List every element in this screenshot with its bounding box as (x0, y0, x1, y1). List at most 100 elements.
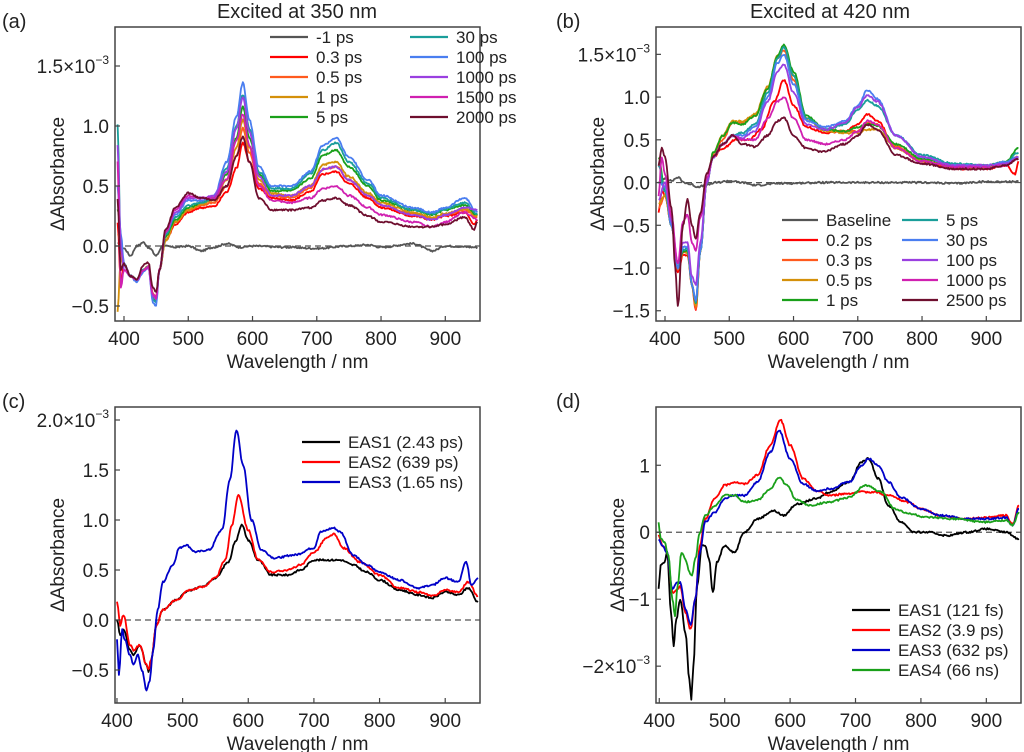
panel-a: (a) Excited at 350 nm 400 500 600 700 800 900 Wa… (2, 1, 517, 373)
legend-label: -1 ps (316, 28, 354, 47)
x-axis-title: Wavelength / nm (768, 352, 910, 373)
series-group (657, 418, 1020, 701)
x-tick-label: 400 (649, 329, 681, 350)
y-axis-title: ΔAbsorbance (588, 117, 609, 231)
x-tick-label: 500 (172, 329, 204, 350)
legend-label: 1000 ps (456, 68, 517, 87)
y-tick-label: 1.5×10−3 (37, 53, 110, 78)
legend-label: 100 ps (946, 251, 997, 270)
panel-label-b: (b) (556, 11, 580, 33)
y-axis-title: ΔAbsorbance (48, 117, 69, 231)
panel-title-b: Excited at 420 nm (750, 1, 910, 23)
y-tick-label: −1 (628, 590, 650, 611)
legend-label: 1 ps (316, 88, 348, 107)
legend-label: 0.5 ps (826, 271, 872, 290)
legend-label: 1 ps (826, 291, 858, 310)
y-tick-label: 1.0 (83, 511, 109, 532)
x-tick-label: 600 (778, 329, 810, 350)
series-line-0-3-ps (116, 141, 479, 301)
series-line-100-ps (116, 81, 479, 307)
series-line-eas2-639-ps- (116, 494, 479, 671)
y-tick-label: 2.0×10−3 (37, 407, 110, 432)
series-line-baseline (657, 176, 1019, 189)
legend-label: 0.2 ps (826, 231, 872, 250)
y-axis-title: ΔAbsorbance (608, 498, 629, 612)
series-line-30-ps (116, 94, 478, 304)
series-group (116, 429, 479, 692)
series-group (116, 81, 479, 312)
x-axis-title: Wavelength / nm (227, 352, 369, 373)
legend-label: EAS3 (632 ps) (898, 641, 1009, 660)
legend-label: EAS2 (639 ps) (348, 453, 459, 472)
plot-frame (114, 26, 481, 322)
legend-label: 0.3 ps (316, 48, 362, 67)
series-line-5-ps (116, 105, 479, 302)
legend-label: 1000 ps (946, 271, 1007, 290)
x-tick-label: 400 (643, 711, 675, 732)
x-tick-label: 700 (840, 711, 872, 732)
series-line-2000-ps (116, 135, 479, 293)
y-tick-label: 0.0 (83, 611, 109, 632)
y-tick-label: 1.5 (83, 461, 109, 482)
x-tick-label: 900 (970, 711, 1002, 732)
legend-label: EAS3 (1.65 ns) (348, 473, 463, 492)
legend-label: 1500 ps (456, 88, 517, 107)
legend-label: 2500 ps (946, 291, 1007, 310)
panel-label-c: (c) (2, 391, 25, 413)
series-line-1000-ps (116, 96, 478, 301)
x-tick-label: 600 (237, 329, 269, 350)
panel-b: (b) Excited at 420 nm 400 500 600 700 800 900 Wa… (556, 1, 1022, 373)
y-tick-label: 1.0 (83, 117, 109, 138)
series-line--1-ps (117, 241, 478, 257)
series-line-eas1-121-fs- (657, 457, 1020, 701)
legend-label: EAS4 (66 ns) (898, 661, 999, 680)
series-line-eas3-632-ps- (658, 429, 1020, 626)
legend: EAS1 (121 fs)EAS2 (3.9 ps)EAS3 (632 ps)E… (852, 601, 1009, 680)
plot-frame (655, 26, 1022, 322)
x-tick-label: 400 (101, 711, 133, 732)
x-axis-title: Wavelength / nm (227, 734, 369, 752)
x-tick-label: 600 (232, 711, 264, 732)
x-tick-label: 600 (774, 711, 806, 732)
y-tick-label: 0 (639, 523, 650, 544)
y-tick-label: 0.0 (624, 174, 650, 195)
x-tick-label: 500 (167, 711, 199, 732)
y-tick-label: 0.5 (83, 561, 109, 582)
x-tick-label: 800 (906, 329, 938, 350)
x-tick-label: 800 (905, 711, 937, 732)
legend-label: 30 ps (946, 231, 988, 250)
x-tick-label: 400 (108, 329, 140, 350)
plot-frame (655, 406, 1022, 704)
legend-label: 2000 ps (456, 108, 517, 127)
legend-label: 0.3 ps (826, 251, 872, 270)
y-tick-label: 0.0 (83, 237, 109, 258)
panel-d: (d) 400 500 600 700 800 900 Wavelength / nm −2×1… (556, 391, 1022, 752)
x-tick-label: 700 (298, 711, 330, 732)
y-axis-title: ΔAbsorbance (48, 498, 69, 612)
series-line-eas2-3-9-ps- (657, 418, 1020, 630)
panel-title-a: Excited at 350 nm (217, 1, 377, 23)
x-tick-label: 800 (364, 711, 396, 732)
series-line-eas4-66-ns- (657, 476, 1020, 618)
legend-label: 100 ps (456, 48, 507, 67)
y-tick-label: −0.5 (71, 661, 109, 682)
x-tick-label: 500 (709, 711, 741, 732)
legend-label: 5 ps (946, 211, 978, 230)
y-tick-label: −1.5 (612, 302, 650, 323)
y-tick-label: 1 (639, 456, 650, 477)
legend-label: 5 ps (316, 108, 348, 127)
x-tick-label: 900 (429, 711, 461, 732)
panel-label-d: (d) (556, 391, 580, 413)
legend-label: 0.5 ps (316, 68, 362, 87)
legend: EAS1 (2.43 ps)EAS2 (639 ps)EAS3 (1.65 ns… (302, 433, 463, 492)
legend-label: EAS1 (121 fs) (898, 601, 1004, 620)
x-tick-label: 700 (301, 329, 333, 350)
series-group (657, 43, 1020, 311)
x-axis-title: Wavelength / nm (768, 734, 910, 752)
series-line-1500-ps (116, 113, 478, 300)
y-tick-label: 1.5×10−3 (578, 41, 651, 66)
legend-label: EAS1 (2.43 ps) (348, 433, 463, 452)
